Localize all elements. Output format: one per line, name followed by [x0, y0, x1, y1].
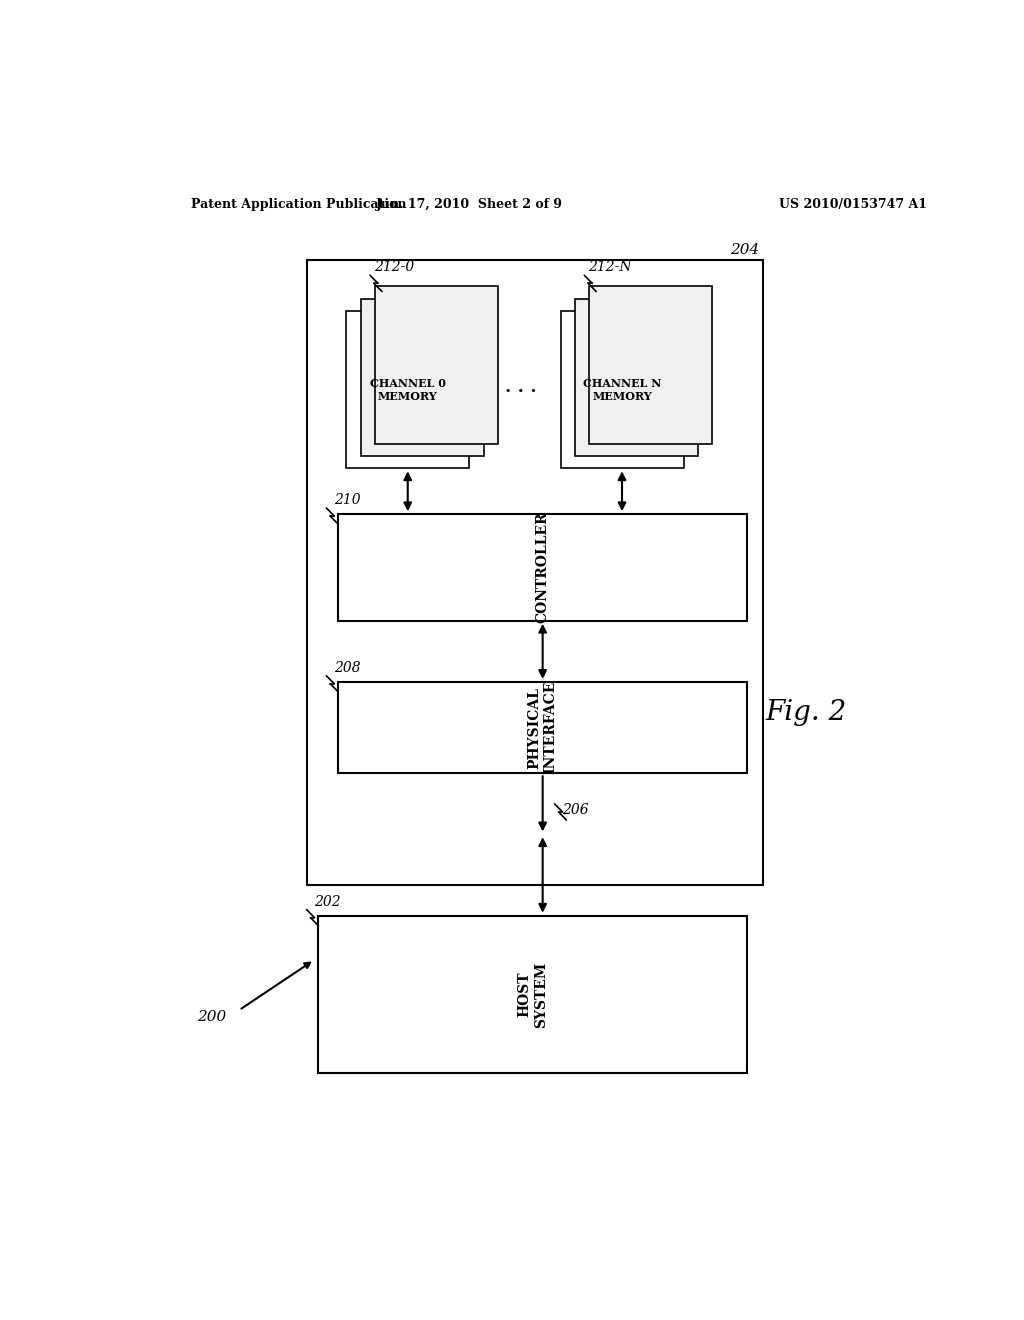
FancyBboxPatch shape [346, 312, 469, 469]
Text: Jun. 17, 2010  Sheet 2 of 9: Jun. 17, 2010 Sheet 2 of 9 [376, 198, 563, 211]
Text: HOST
SYSTEM: HOST SYSTEM [518, 961, 548, 1027]
Text: 208: 208 [334, 661, 361, 675]
Text: 202: 202 [314, 895, 341, 908]
Text: 210: 210 [334, 494, 361, 507]
FancyBboxPatch shape [306, 260, 763, 886]
Text: CONTROLLER: CONTROLLER [536, 512, 550, 623]
Text: CHANNEL 0
MEMORY: CHANNEL 0 MEMORY [370, 378, 445, 401]
FancyBboxPatch shape [589, 286, 712, 444]
Text: CHANNEL N
MEMORY: CHANNEL N MEMORY [583, 378, 662, 401]
FancyBboxPatch shape [338, 682, 748, 774]
Text: PHYSICAL
INTERFACE: PHYSICAL INTERFACE [527, 681, 558, 775]
Text: Patent Application Publication: Patent Application Publication [191, 198, 407, 211]
Text: 200: 200 [197, 1010, 226, 1024]
Text: 206: 206 [562, 803, 589, 817]
Text: . . .: . . . [505, 378, 537, 396]
FancyBboxPatch shape [375, 286, 498, 444]
Text: 212-0: 212-0 [374, 260, 415, 275]
Text: Fig. 2: Fig. 2 [766, 698, 847, 726]
FancyBboxPatch shape [560, 312, 684, 469]
FancyBboxPatch shape [338, 515, 748, 620]
FancyBboxPatch shape [360, 298, 483, 457]
Text: 212-N: 212-N [588, 260, 632, 275]
Text: US 2010/0153747 A1: US 2010/0153747 A1 [778, 198, 927, 211]
FancyBboxPatch shape [574, 298, 697, 457]
Text: 204: 204 [730, 243, 759, 257]
FancyBboxPatch shape [318, 916, 748, 1073]
